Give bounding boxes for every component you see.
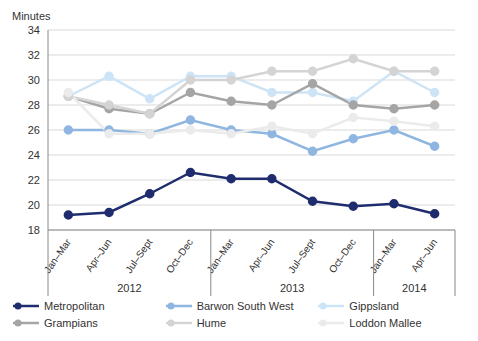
svg-text:Apr–Jun: Apr–Jun — [409, 237, 439, 274]
html-text:Minutes: Minutes — [12, 10, 51, 22]
svg-text:2012: 2012 — [117, 282, 141, 294]
html-text:Hume: Hume — [196, 316, 226, 329]
svg-text:Jan–Mar: Jan–Mar — [204, 236, 236, 275]
html-text:Gippsland: Gippsland — [349, 299, 399, 312]
svg-text:30: 30 — [28, 74, 40, 86]
svg-text:Jul–Sept: Jul–Sept — [123, 237, 154, 275]
svg-text:Jan–Mar: Jan–Mar — [367, 236, 399, 275]
svg-text:24: 24 — [28, 149, 40, 161]
svg-text:Oct–Dec: Oct–Dec — [164, 237, 195, 275]
html-text:Metropolitan: Metropolitan — [44, 299, 105, 312]
svg-text:26: 26 — [28, 124, 40, 136]
svg-text:Apr–Jun: Apr–Jun — [83, 237, 113, 274]
html-text:Grampians: Grampians — [44, 316, 98, 329]
svg-text:2013: 2013 — [280, 282, 304, 294]
html-text:Barwon South West: Barwon South West — [196, 299, 294, 312]
svg-text:28: 28 — [28, 99, 40, 111]
svg-text:Apr–Jun: Apr–Jun — [246, 237, 276, 274]
svg-text:Oct–Dec: Oct–Dec — [327, 237, 358, 275]
svg-text:Jul–Sept: Jul–Sept — [286, 237, 317, 275]
html-text:Loddon Mallee: Loddon Mallee — [349, 316, 422, 329]
svg-text:2014: 2014 — [402, 282, 426, 294]
svg-text:34: 34 — [28, 24, 40, 36]
svg-text:32: 32 — [28, 49, 40, 61]
svg-text:Jan–Mar: Jan–Mar — [42, 236, 74, 275]
svg-text:18: 18 — [28, 224, 40, 236]
svg-text:22: 22 — [28, 174, 40, 186]
svg-text:20: 20 — [28, 199, 40, 211]
